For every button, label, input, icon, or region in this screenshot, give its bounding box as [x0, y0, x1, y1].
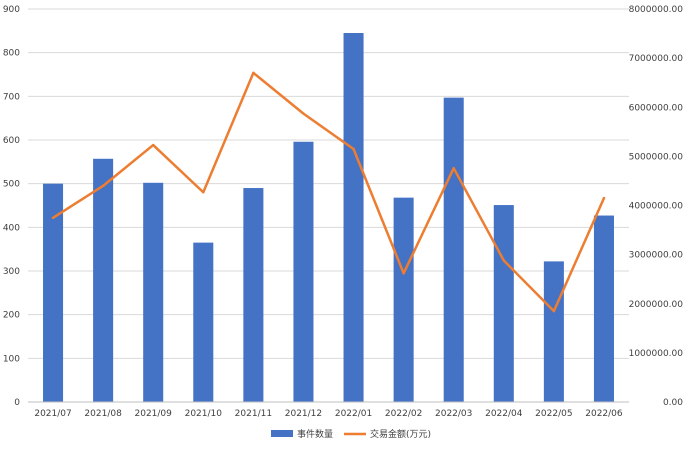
bar	[343, 33, 364, 403]
left-axis: 0 100 200 300 400 500 600 700 800 900	[3, 5, 20, 408]
left-tick-label: 300	[3, 267, 20, 277]
line-series	[51, 71, 606, 313]
x-tick-label: 2022/06	[585, 409, 623, 419]
x-tick-label: 2022/03	[435, 409, 472, 419]
line-point	[352, 147, 355, 151]
right-axis: 0.00 1000000.00 2000000.00 3000000.00 400000…	[629, 5, 684, 408]
line-point	[602, 196, 606, 200]
line-point	[402, 272, 405, 275]
bar	[393, 197, 414, 402]
left-tick-label: 400	[3, 223, 20, 233]
x-tick-label: 2021/09	[135, 409, 173, 419]
x-tick-label: 2021/10	[185, 409, 223, 419]
line-path	[51, 71, 606, 313]
line-point	[51, 216, 55, 219]
left-tick-label: 600	[3, 136, 20, 146]
bar	[43, 183, 64, 402]
x-tick-label: 2022/02	[385, 409, 422, 419]
legend-label-bar: 事件数量	[297, 428, 333, 440]
bar	[493, 205, 514, 402]
left-tick-label: 100	[3, 354, 20, 364]
line-point	[152, 143, 155, 147]
bar	[443, 97, 464, 402]
right-tick-label: 2000000.00	[629, 300, 684, 310]
x-axis: 2021/07 2021/08 2021/09 2021/10 2021/11 2021/…	[28, 401, 629, 419]
left-tick-label: 900	[3, 5, 20, 15]
left-tick-label: 500	[3, 180, 20, 190]
gridlines	[28, 8, 629, 403]
bar-series	[43, 33, 614, 403]
x-tick-label: 2021/11	[235, 409, 272, 419]
x-tick-label: 2022/05	[535, 409, 572, 419]
right-tick-label: 4000000.00	[629, 202, 684, 212]
right-tick-label: 1000000.00	[629, 349, 684, 359]
bar	[143, 182, 164, 402]
right-tick-label: 8000000.00	[629, 5, 684, 15]
line-point	[252, 71, 255, 75]
bar	[193, 242, 214, 402]
line-point	[202, 191, 205, 194]
x-tick-label: 2021/12	[285, 409, 322, 419]
bar	[93, 158, 114, 402]
bar	[293, 141, 314, 402]
left-tick-label: 700	[3, 92, 20, 102]
bar	[543, 261, 564, 402]
right-tick-label: 0.00	[663, 398, 683, 408]
right-tick-label: 3000000.00	[629, 251, 684, 261]
right-tick-label: 7000000.00	[629, 54, 684, 64]
line-point	[302, 112, 305, 115]
right-tick-label: 5000000.00	[629, 152, 684, 162]
legend-label-line: 交易金额(万元)	[370, 428, 431, 440]
bar	[593, 215, 614, 402]
x-tick-label: 2021/07	[34, 409, 71, 419]
x-tick-label: 2022/01	[335, 409, 372, 419]
legend: 事件数量 交易金额(万元)	[271, 428, 431, 440]
line-point	[101, 184, 105, 188]
line-point	[452, 166, 455, 170]
left-tick-label: 200	[3, 311, 20, 321]
line-point	[552, 309, 556, 313]
x-tick-label: 2022/04	[485, 409, 523, 419]
bar	[243, 188, 264, 402]
line-point	[502, 259, 505, 262]
left-tick-label: 800	[3, 49, 20, 59]
x-tick-label: 2021/08	[84, 409, 122, 419]
left-tick-label: 0	[14, 398, 20, 408]
legend-swatch-bar	[271, 430, 293, 437]
right-tick-label: 6000000.00	[629, 103, 684, 113]
